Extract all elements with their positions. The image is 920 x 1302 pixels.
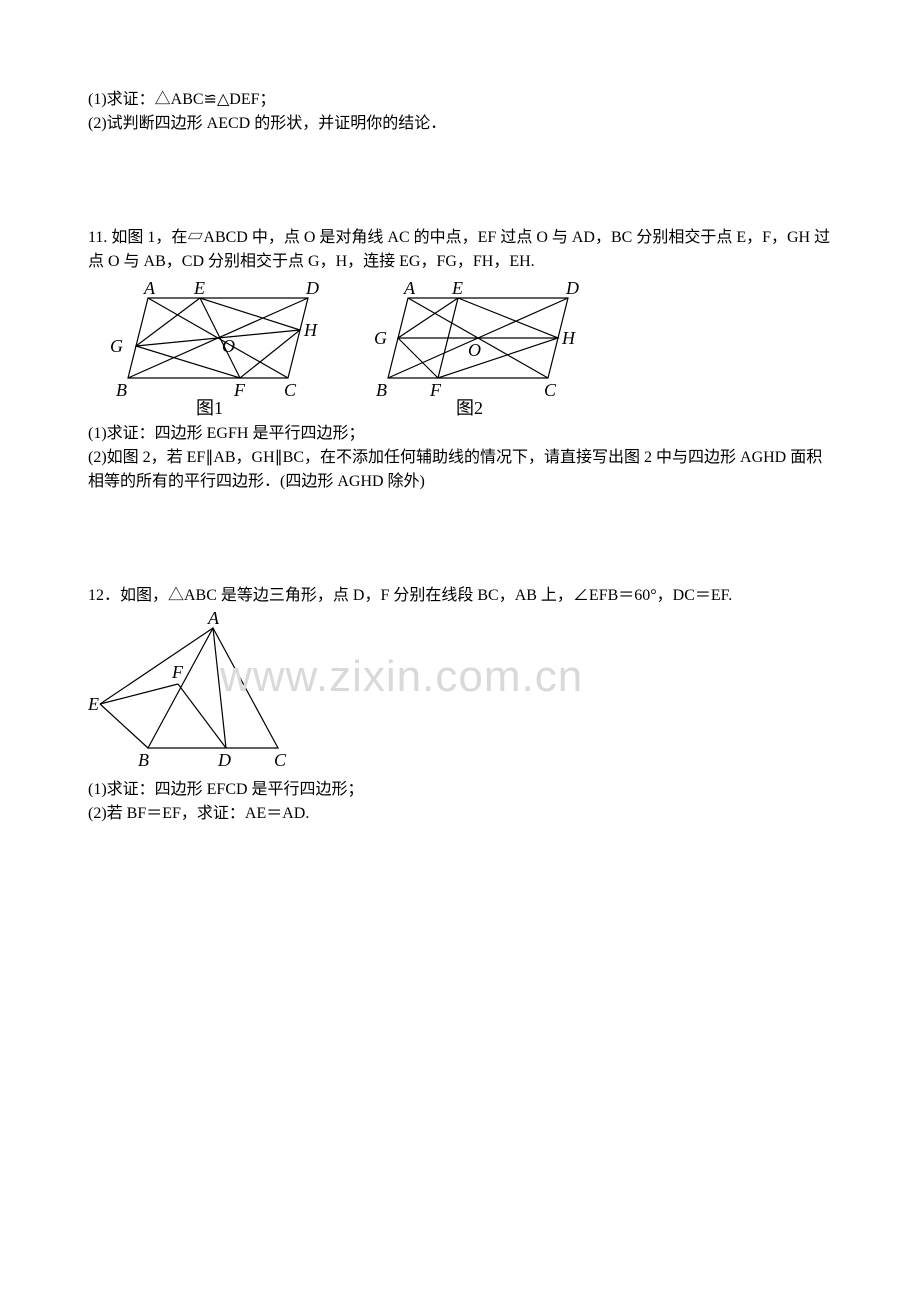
label-E3: E [88, 694, 99, 714]
p12-task1: (1)求证：四边形 EFCD 是平行四边形； [88, 778, 832, 802]
figure-1: A E D G O H B F C 图1 [88, 278, 328, 418]
p10-line1: (1)求证：△ABC≌△DEF； [88, 88, 832, 112]
label-O2: O [468, 340, 481, 360]
label-B2: B [376, 380, 387, 400]
label-E: E [193, 278, 205, 298]
p11-intro: 11. 如图 1，在▱ABCD 中，点 O 是对角线 AC 的中点，EF 过点 … [88, 226, 832, 274]
label-F3: F [171, 662, 184, 682]
label-C2: C [544, 380, 557, 400]
label-B3: B [138, 750, 149, 770]
label-C: C [284, 380, 297, 400]
p11-task1: (1)求证：四边形 EGFH 是平行四边形； [88, 422, 832, 446]
label-A3: A [207, 608, 220, 628]
label-D2: D [565, 278, 579, 298]
p12-task2: (2)若 BF＝EF，求证：AE＝AD. [88, 802, 832, 826]
label-G: G [110, 336, 123, 356]
page: www.zixin.com.cn (1)求证：△ABC≌△DEF； (2)试判断… [0, 0, 920, 866]
label-H: H [303, 320, 318, 340]
p12-intro: 12．如图，△ABC 是等边三角形，点 D，F 分别在线段 BC，AB 上，∠E… [88, 584, 832, 608]
label-A2: A [403, 278, 416, 298]
p10-line2: (2)试判断四边形 AECD 的形状，并证明你的结论． [88, 112, 832, 136]
label-B: B [116, 380, 127, 400]
p11-figures: A E D G O H B F C 图1 [88, 278, 832, 418]
p11-task2: (2)如图 2，若 EF∥AB，GH∥BC，在不添加任何辅助线的情况下，请直接写… [88, 446, 832, 494]
label-D: D [305, 278, 319, 298]
label-G2: G [374, 328, 387, 348]
problem-11: 11. 如图 1，在▱ABCD 中，点 O 是对角线 AC 的中点，EF 过点 … [88, 226, 832, 494]
problem-12: 12．如图，△ABC 是等边三角形，点 D，F 分别在线段 BC，AB 上，∠E… [88, 584, 832, 826]
label-E2: E [451, 278, 463, 298]
figure-3: A E F B D C [88, 608, 318, 778]
label-O: O [222, 336, 235, 356]
label-H2: H [561, 328, 576, 348]
caption-fig1: 图1 [196, 398, 223, 418]
caption-fig2: 图2 [456, 398, 483, 418]
figure-2: A E D G O H B F C 图2 [348, 278, 588, 418]
label-A: A [143, 278, 156, 298]
label-D3: D [217, 750, 231, 770]
label-F2: F [429, 380, 442, 400]
label-F: F [233, 380, 246, 400]
label-C3: C [274, 750, 287, 770]
